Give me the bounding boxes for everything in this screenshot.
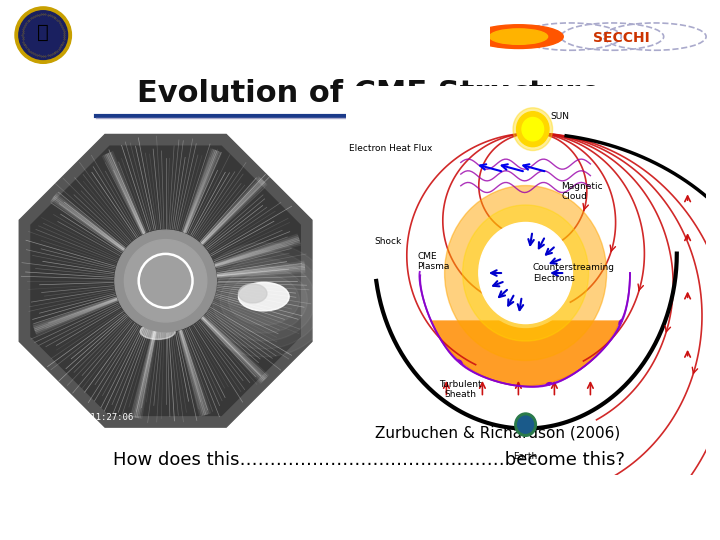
Ellipse shape <box>220 267 307 333</box>
Ellipse shape <box>238 284 267 303</box>
Text: Evolution of CME Structure: Evolution of CME Structure <box>137 79 601 107</box>
Text: How does this……………………..………………become this?: How does this……………………..………………become this… <box>113 451 625 469</box>
Ellipse shape <box>212 259 315 341</box>
Ellipse shape <box>238 282 289 311</box>
Circle shape <box>490 29 548 44</box>
Text: Turbulent
Sheath: Turbulent Sheath <box>439 380 482 400</box>
Text: C2 1998/06/02 11:27:06: C2 1998/06/02 11:27:06 <box>15 413 133 422</box>
Ellipse shape <box>463 205 589 341</box>
Ellipse shape <box>421 160 630 386</box>
Circle shape <box>516 112 549 147</box>
Circle shape <box>19 11 68 59</box>
Text: SUN: SUN <box>551 112 570 122</box>
Text: 🦅: 🦅 <box>37 23 49 42</box>
Text: Shock: Shock <box>374 238 402 246</box>
Ellipse shape <box>228 274 300 325</box>
Ellipse shape <box>197 243 331 357</box>
Text: SECCHI: SECCHI <box>593 31 649 45</box>
Ellipse shape <box>445 186 606 361</box>
Ellipse shape <box>479 222 572 323</box>
Text: Counterstreaming
Electrons: Counterstreaming Electrons <box>533 264 615 283</box>
Circle shape <box>518 416 534 433</box>
Text: Electron Heat Flux: Electron Heat Flux <box>348 144 432 153</box>
FancyBboxPatch shape <box>310 0 720 320</box>
Circle shape <box>513 108 552 151</box>
Text: CME
Plasma: CME Plasma <box>418 252 450 271</box>
Ellipse shape <box>204 251 323 349</box>
Polygon shape <box>19 134 312 427</box>
Circle shape <box>15 7 71 63</box>
Ellipse shape <box>475 219 576 327</box>
Ellipse shape <box>140 323 175 340</box>
Text: Zurbuchen & Richardson (2006): Zurbuchen & Richardson (2006) <box>374 426 620 440</box>
Text: Magnetic
Cloud: Magnetic Cloud <box>562 181 603 201</box>
Circle shape <box>474 25 563 49</box>
Text: Earth: Earth <box>513 452 538 461</box>
Polygon shape <box>31 146 300 415</box>
Circle shape <box>515 413 536 436</box>
Circle shape <box>522 118 544 141</box>
Circle shape <box>115 230 216 332</box>
Circle shape <box>125 240 207 322</box>
